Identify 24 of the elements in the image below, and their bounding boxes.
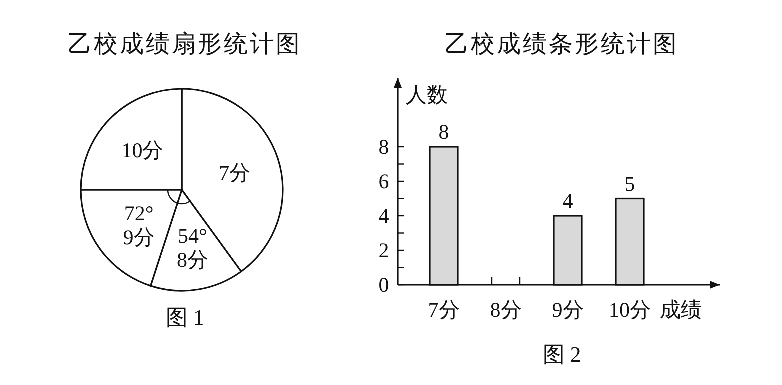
x-axis-title: 成绩: [660, 298, 702, 322]
data-label: 4: [562, 189, 574, 213]
data-label: 8: [438, 120, 450, 144]
data-label: 72°: [124, 202, 154, 226]
caption: 图 1: [166, 305, 204, 330]
y-tick-label: 0: [378, 273, 390, 297]
slice-label: 10分: [122, 138, 164, 163]
slice-label: 7分: [219, 160, 251, 185]
data-label: 5: [624, 172, 636, 196]
y-axis-title: 人数: [406, 83, 448, 107]
slice-label: 9分: [123, 226, 155, 250]
x-tick-label: 10分: [609, 298, 651, 322]
x-tick-label: 8分: [490, 298, 522, 322]
slice-label: 8分: [176, 248, 208, 272]
chart-title: 乙校成绩条形统计图: [445, 30, 679, 58]
x-tick-label: 7分: [428, 298, 460, 322]
x-tick-label: 9分: [552, 298, 584, 322]
y-tick-label: 6: [378, 170, 390, 194]
y-tick-label: 2: [378, 238, 390, 262]
data-label: 54°: [178, 224, 208, 248]
caption: 图 2: [542, 342, 582, 367]
y-tick-label: 4: [378, 204, 390, 228]
chart-title: 乙校成绩扇形统计图: [68, 30, 302, 58]
y-tick-label: 8: [378, 135, 390, 159]
